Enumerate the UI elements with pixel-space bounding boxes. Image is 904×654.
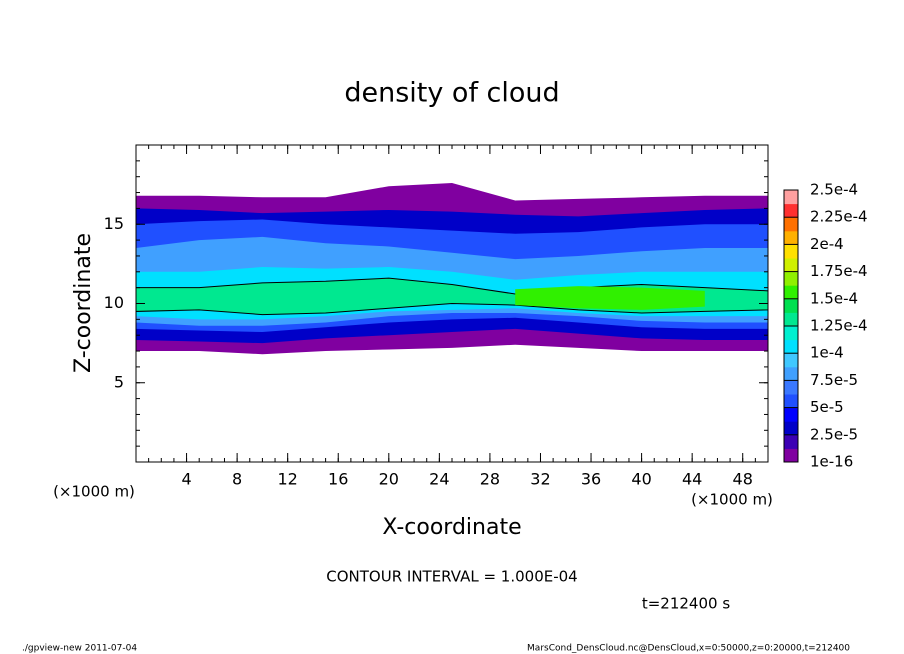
x-tick-label: 48: [733, 470, 753, 489]
colorbar-bin: [784, 380, 798, 395]
x-tick-label: 40: [631, 470, 651, 489]
time-label: t=212400 s: [642, 595, 730, 613]
colorbar-label: 5e-5: [810, 398, 844, 416]
colorbar-label: 2.5e-4: [810, 181, 858, 199]
colorbar-label: 1.75e-4: [810, 262, 868, 280]
x-tick-label: 20: [379, 470, 399, 489]
colorbar-bin: [784, 353, 798, 368]
colorbar-bin: [784, 271, 798, 286]
x-unit: (×1000 m): [53, 483, 135, 501]
colorbar-bin: [784, 407, 798, 422]
y-tick-label: 10: [104, 293, 124, 312]
y-tick-label: 15: [104, 214, 124, 233]
colorbar-bin: [784, 366, 798, 381]
colorbar-bin: [784, 434, 798, 449]
colorbar-bin: [784, 258, 798, 273]
colorbar-bin: [784, 298, 798, 313]
colorbar-label: 7.5e-5: [810, 371, 858, 389]
colorbar-bin: [784, 421, 798, 436]
colorbar-bin: [784, 230, 798, 245]
x-tick-label: 4: [181, 470, 191, 489]
colorbar-label: 1e-4: [810, 344, 844, 362]
colorbar-label: 1e-16: [810, 453, 853, 471]
colorbar-bin: [784, 203, 798, 218]
y-axis-label: Z-coordinate: [71, 233, 96, 373]
footer-right: MarsCond_DensCloud.nc@DensCloud,x=0:5000…: [527, 644, 850, 654]
colorbar-bin: [784, 339, 798, 354]
colorbar-label: 1.5e-4: [810, 289, 858, 307]
y-tick-label: 5: [114, 372, 124, 391]
colorbar-label: 1.25e-4: [810, 317, 868, 335]
x-tick-label: 24: [429, 470, 449, 489]
colorbar-label: 2.25e-4: [810, 208, 868, 226]
y-unit: (×1000 m): [691, 491, 773, 509]
x-tick-label: 36: [581, 470, 601, 489]
chart-title: density of cloud: [344, 78, 559, 109]
cloud-band: [515, 286, 705, 310]
colorbar-bin: [784, 190, 798, 205]
x-tick-label: 16: [328, 470, 348, 489]
colorbar-label: 2e-4: [810, 235, 844, 253]
colorbar-bin: [784, 217, 798, 232]
footer-left: ./gpview-new 2011-07-04: [22, 644, 137, 654]
colorbar-bin: [784, 448, 798, 463]
colorbar-bin: [784, 312, 798, 327]
x-tick-label: 12: [278, 470, 298, 489]
x-tick-label: 28: [480, 470, 500, 489]
colorbar-bin: [784, 394, 798, 409]
contour-interval: CONTOUR INTERVAL = 1.000E-04: [326, 568, 577, 586]
colorbar-bin: [784, 285, 798, 300]
colorbar-bin: [784, 326, 798, 341]
colorbar-bin: [784, 244, 798, 259]
x-tick-label: 32: [530, 470, 550, 489]
colorbar-label: 2.5e-5: [810, 425, 858, 443]
x-tick-label: 8: [232, 470, 242, 489]
x-axis-label: X-coordinate: [382, 515, 521, 540]
x-tick-label: 44: [682, 470, 702, 489]
